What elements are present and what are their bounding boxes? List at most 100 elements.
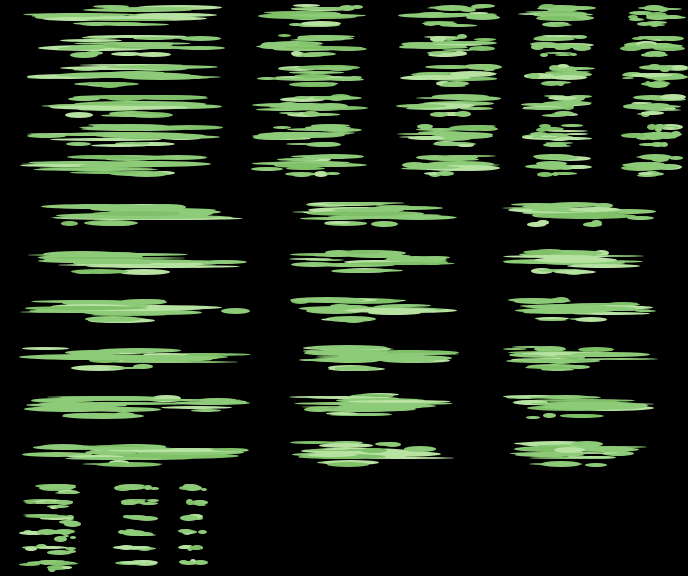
smear-tail — [635, 111, 672, 117]
smear-wisp — [55, 4, 226, 12]
smear-wisp — [415, 34, 502, 42]
text-streak — [90, 453, 240, 459]
smear-body — [500, 254, 658, 268]
text-streak — [85, 82, 139, 86]
text-streak — [553, 111, 575, 116]
text-streak — [364, 404, 437, 408]
text-streak — [468, 46, 495, 51]
text-streak — [120, 561, 148, 564]
text-streak — [304, 126, 326, 131]
text-streak — [329, 304, 351, 308]
text-streak — [136, 52, 172, 57]
text-streak — [645, 51, 666, 56]
text-streak — [368, 311, 421, 315]
text-streak — [298, 359, 320, 361]
text-streak — [568, 67, 590, 69]
smear-body — [18, 101, 226, 111]
text-streak — [18, 354, 164, 360]
text-streak — [546, 36, 575, 39]
text-streak — [555, 137, 592, 140]
text-streak — [559, 414, 605, 418]
text-streak — [562, 105, 575, 110]
text-streak — [503, 255, 609, 258]
text-streak — [61, 299, 141, 306]
text-streak — [396, 104, 448, 108]
text-streak — [121, 530, 146, 536]
text-row — [0, 529, 688, 544]
smear-body — [396, 101, 502, 111]
text-streak — [59, 39, 123, 42]
text-column-cell — [500, 388, 658, 436]
text-streak — [133, 364, 154, 369]
text-streak — [264, 11, 337, 14]
text-streak — [61, 221, 78, 226]
text-streak — [398, 45, 468, 48]
text-streak — [100, 361, 239, 363]
smear-tail — [56, 220, 180, 227]
smear-body — [18, 499, 80, 506]
smear-wisp — [272, 124, 370, 132]
text-streak — [110, 208, 216, 212]
text-streak — [21, 452, 93, 457]
text-streak — [543, 413, 556, 418]
text-streak — [296, 43, 318, 45]
text-streak — [84, 161, 212, 167]
text-streak — [671, 131, 682, 137]
text-streak — [622, 163, 660, 167]
text-streak — [369, 206, 443, 210]
text-streak — [657, 15, 681, 18]
text-streak — [600, 209, 656, 214]
text-streak — [647, 124, 658, 130]
text-streak — [554, 270, 597, 274]
smear-tail — [56, 412, 180, 419]
text-streak — [325, 221, 350, 224]
smear-body — [113, 559, 161, 566]
text-streak — [65, 457, 164, 460]
text-streak — [417, 42, 474, 45]
smear-tail — [64, 141, 178, 147]
text-streak — [160, 406, 233, 409]
text-streak — [647, 82, 669, 88]
text-streak — [417, 124, 433, 129]
text-streak — [337, 413, 393, 416]
text-row — [0, 514, 688, 529]
text-streak — [101, 114, 164, 117]
text-streak — [70, 365, 128, 371]
text-streak — [221, 308, 251, 314]
text-streak — [101, 136, 165, 138]
smear-tail — [276, 171, 342, 177]
text-streak — [657, 36, 685, 41]
text-streak — [59, 395, 136, 401]
text-column-cell — [620, 64, 688, 94]
text-column-cell — [288, 244, 460, 292]
smear-wisp — [18, 298, 189, 306]
text-column-cell — [178, 529, 208, 544]
text-streak — [348, 400, 452, 403]
text-streak — [54, 536, 67, 542]
text-streak — [301, 52, 337, 56]
text-streak — [314, 171, 329, 177]
text-streak — [19, 531, 47, 535]
text-streak — [122, 485, 145, 490]
smear-tail — [316, 412, 405, 419]
text-row — [0, 484, 688, 499]
text-streak — [173, 401, 251, 405]
smear-body — [178, 544, 208, 551]
smear-wisp — [272, 4, 370, 12]
text-column-cell — [250, 4, 370, 34]
text-streak — [570, 53, 577, 56]
text-streak — [40, 517, 73, 520]
smear-body — [178, 514, 208, 521]
text-streak — [544, 52, 573, 54]
smear-tail — [316, 220, 405, 227]
smear-wisp — [55, 34, 226, 42]
text-streak — [289, 82, 332, 87]
text-column-cell — [500, 244, 658, 292]
smear-tail — [535, 21, 578, 27]
smear-wisp — [55, 154, 226, 162]
text-streak — [436, 112, 470, 116]
smear-wisp — [500, 249, 614, 257]
text-column-cell — [18, 34, 226, 64]
